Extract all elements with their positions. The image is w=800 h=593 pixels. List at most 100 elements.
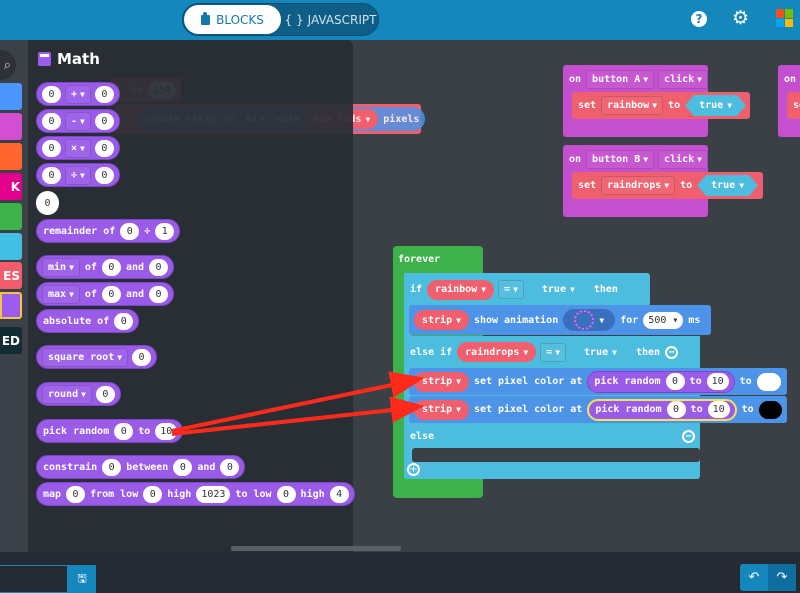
number-input[interactable]: 0	[102, 458, 122, 476]
redo-button[interactable]: ↷	[768, 564, 796, 591]
toolbox-category[interactable]	[0, 143, 22, 170]
dropdown[interactable]: click ▼	[658, 69, 708, 89]
undo-button[interactable]: ↶	[740, 564, 768, 591]
toolbox-category[interactable]: K	[0, 173, 22, 200]
set-pixel-color-block[interactable]: strip ▼ set pixel color at pick random 0 to 10…	[409, 396, 787, 423]
number-input[interactable]: 0	[94, 139, 114, 157]
dropdown[interactable]: + ▼	[65, 84, 91, 104]
dropdown[interactable]: = ▼	[498, 280, 524, 299]
number-input[interactable]: 0	[42, 139, 61, 157]
number-input[interactable]: 0	[143, 485, 163, 503]
remove-branch-icon[interactable]: −	[665, 345, 679, 359]
search-icon[interactable]: ⌕	[0, 50, 16, 80]
set-variable-block[interactable]: set raindrops ▼ to true ▼	[572, 172, 763, 199]
toolbox-category[interactable]	[0, 203, 22, 230]
dropdown[interactable]: = ▼	[540, 342, 567, 362]
dropdown[interactable]: rainbow ▼	[601, 96, 664, 115]
boolean-dropdown[interactable]: true ▼	[528, 279, 589, 300]
set-variable-block[interactable]: se	[787, 92, 800, 119]
variable-dropdown[interactable]: strip ▼	[414, 310, 469, 330]
math-block[interactable]: remainder of 0 ÷ 1	[36, 219, 181, 243]
number-input[interactable]: 500 ▾	[643, 311, 684, 329]
number-input[interactable]: 0	[132, 348, 152, 366]
variable-dropdown[interactable]: raindrops ▼	[457, 342, 537, 362]
toolbox-category[interactable]: ES	[0, 262, 22, 289]
math-block[interactable]: 0- ▼ 0	[36, 109, 120, 133]
variable-dropdown[interactable]: strip ▼	[414, 399, 469, 420]
remove-else-icon[interactable]: −	[682, 429, 695, 443]
dropdown[interactable]: round ▼	[42, 384, 92, 404]
tab-blocks[interactable]: BLOCKS	[184, 5, 281, 34]
dropdown[interactable]: max ▼	[42, 284, 80, 304]
dropdown[interactable]: button B ▼	[586, 149, 655, 169]
number-input[interactable]: 0	[220, 458, 240, 476]
color-swatch[interactable]	[756, 372, 781, 391]
pick-random-block[interactable]: pick random 0 to 10	[587, 370, 735, 393]
else-row[interactable]: else −	[404, 424, 700, 448]
number-input[interactable]: 10	[155, 422, 178, 440]
set-pixel-color-block[interactable]: strip ▼ set pixel color at pick random 0 to 10…	[409, 368, 787, 395]
number-input[interactable]: 0	[665, 373, 685, 390]
dropdown[interactable]: raindrops ▼	[601, 176, 676, 195]
number-input[interactable]: 1	[155, 222, 175, 240]
number-input[interactable]: 0	[66, 485, 86, 503]
color-swatch[interactable]	[758, 400, 782, 419]
dropdown[interactable]: × ▼	[65, 138, 91, 158]
pick-random-block[interactable]: pick random 0 to 10	[587, 398, 737, 421]
gear-icon[interactable]: ⚙	[732, 7, 750, 29]
dropdown[interactable]: - ▼	[65, 111, 91, 131]
number-input[interactable]: 0	[95, 385, 115, 403]
else-if-row[interactable]: else if raindrops ▼ = ▼ true ▼ then −	[404, 336, 684, 368]
horizontal-scrollbar[interactable]	[231, 546, 401, 551]
tab-javascript[interactable]: { } JAVASCRIPT	[283, 5, 378, 34]
dropdown[interactable]: square root ▼	[42, 347, 129, 367]
number-input[interactable]: 0	[101, 258, 121, 276]
number-input[interactable]: 4	[329, 485, 349, 503]
math-block[interactable]: 0 × ▼ 0	[36, 136, 120, 160]
number-input[interactable]: 0	[120, 222, 140, 240]
number-input[interactable]: 0	[114, 422, 134, 440]
number-input[interactable]: 1023	[196, 485, 231, 503]
event-header[interactable]: on button B ▼ click ▼	[563, 147, 713, 171]
number-input[interactable]: 0	[42, 166, 61, 184]
number-input[interactable]: 0	[94, 85, 114, 103]
add-branch-icon[interactable]: +	[407, 463, 420, 476]
toolbox-category[interactable]: ED	[0, 327, 22, 354]
math-block[interactable]: constrain 0 between 0 and 0	[36, 455, 246, 479]
number-input[interactable]: 0	[42, 85, 61, 103]
help-icon[interactable]: ?	[691, 11, 707, 27]
variable-dropdown[interactable]: strip ▼	[414, 371, 469, 392]
number-input[interactable]: 0	[42, 112, 61, 130]
number-input[interactable]: 10	[706, 373, 729, 390]
math-block[interactable]: 0	[36, 191, 59, 215]
dropdown[interactable]: button A ▼	[586, 69, 655, 89]
toolbox-category[interactable]	[0, 113, 22, 140]
boolean-dropdown[interactable]: true ▼	[570, 342, 631, 363]
number-input[interactable]: 0	[101, 285, 121, 303]
toolbox-category[interactable]	[0, 83, 22, 110]
math-block[interactable]: max ▼ of 0 and 0	[36, 282, 174, 306]
number-input[interactable]: 0	[149, 258, 168, 276]
event-header[interactable]: on	[778, 67, 800, 91]
number-input[interactable]: 0	[276, 485, 296, 503]
if-row[interactable]: if rainbow ▼ = ▼ true ▼ then	[404, 273, 650, 306]
number-input[interactable]: 0	[94, 112, 114, 130]
animation-picker[interactable]: ▼	[563, 309, 616, 331]
toolbox-category[interactable]	[0, 292, 22, 319]
number-input[interactable]: 0	[666, 401, 686, 418]
dropdown[interactable]: min ▼	[42, 257, 80, 277]
show-animation-block[interactable]: strip ▼ show animation ▼ for 500 ▾ ms	[409, 305, 711, 335]
number-input[interactable]: 0	[149, 285, 168, 303]
math-block[interactable]: min ▼ of 0 and 0	[36, 255, 174, 279]
math-block[interactable]: absolute of 0	[36, 309, 140, 333]
math-block[interactable]: 0 + ▼ 0	[36, 82, 120, 106]
number-input[interactable]: 0	[173, 458, 193, 476]
add-branch-row[interactable]: +	[404, 462, 700, 479]
math-block[interactable]: map 0 from low 0 high 1023 to low 0 high 4	[36, 482, 355, 506]
boolean-dropdown[interactable]: true ▼	[685, 95, 746, 116]
number-input[interactable]: 0	[114, 312, 134, 330]
math-block[interactable]: round ▼ 0	[36, 382, 121, 406]
number-input[interactable]: 0	[94, 166, 114, 184]
toolbox-category[interactable]	[0, 233, 22, 260]
number-input[interactable]: 10	[707, 401, 730, 418]
